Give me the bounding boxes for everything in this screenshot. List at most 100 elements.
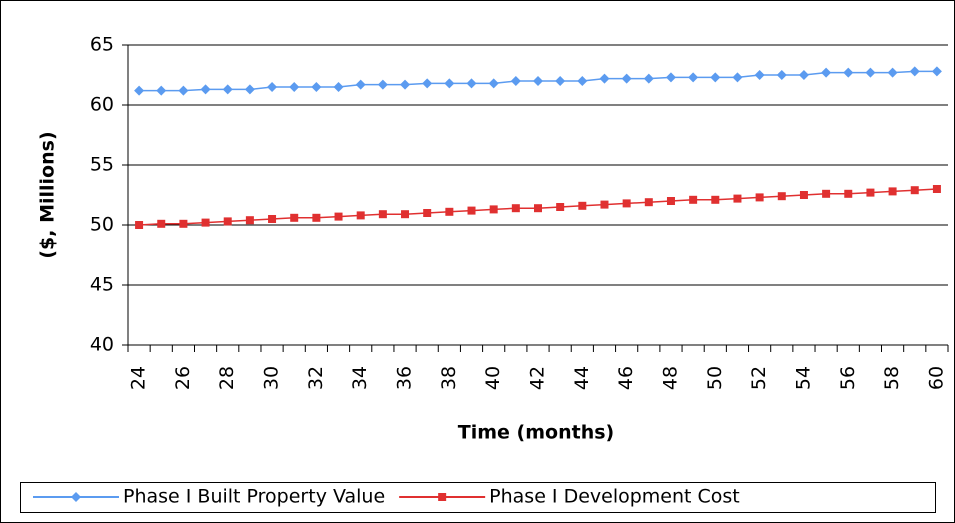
marker [578, 201, 587, 210]
marker [378, 210, 387, 219]
marker [710, 72, 721, 83]
y-tick-label: 50 [90, 214, 114, 236]
marker [200, 84, 211, 95]
marker [931, 66, 942, 77]
x-tick-label: 34 [349, 366, 371, 390]
marker [932, 185, 941, 193]
marker [178, 85, 189, 96]
marker [843, 67, 854, 78]
marker [534, 204, 542, 213]
marker [71, 492, 81, 502]
marker [333, 82, 344, 92]
marker [445, 207, 454, 216]
marker [822, 189, 831, 198]
marker [290, 213, 299, 222]
marker [510, 76, 521, 86]
marker [844, 189, 853, 198]
marker [754, 70, 765, 80]
marker [268, 215, 277, 223]
marker [511, 204, 520, 213]
marker [599, 73, 610, 84]
marker [223, 217, 232, 226]
marker [866, 188, 875, 197]
marker [245, 216, 254, 225]
marker [755, 193, 764, 202]
marker [400, 79, 411, 90]
marker [444, 78, 455, 89]
marker [622, 199, 631, 208]
marker [355, 79, 366, 90]
marker [423, 209, 432, 217]
legend-label: Phase I Built Property Value [123, 486, 385, 508]
marker [887, 67, 898, 78]
y-tick-label: 40 [90, 334, 114, 356]
marker [489, 205, 498, 214]
marker [688, 72, 699, 83]
marker [377, 79, 388, 90]
marker [556, 203, 565, 211]
marker [488, 78, 499, 89]
marker [466, 78, 477, 89]
x-tick-label: 40 [482, 366, 504, 390]
marker [222, 84, 233, 95]
y-tick-label: 55 [90, 154, 114, 176]
marker [267, 82, 278, 92]
marker [643, 73, 654, 84]
marker [776, 70, 787, 80]
marker [865, 67, 876, 78]
y-tick-label: 65 [90, 34, 114, 56]
x-tick-label: 36 [394, 366, 416, 390]
marker [777, 192, 786, 201]
x-axis-title: Time (months) [458, 422, 614, 444]
marker [356, 211, 365, 220]
marker [244, 84, 255, 95]
marker [289, 82, 300, 92]
marker [533, 76, 543, 86]
marker [798, 70, 809, 80]
marker [157, 219, 166, 228]
marker [888, 187, 897, 196]
marker [422, 78, 433, 89]
x-tick-label: 32 [305, 366, 327, 390]
marker [909, 66, 920, 77]
x-tick-label: 38 [438, 366, 460, 390]
marker [910, 186, 919, 195]
marker [711, 195, 720, 204]
x-tick-label: 44 [571, 366, 593, 390]
marker [201, 218, 210, 227]
marker [334, 212, 343, 221]
marker [733, 194, 742, 203]
y-tick-label: 60 [90, 94, 114, 116]
x-tick-label: 58 [881, 366, 903, 390]
marker [666, 197, 675, 205]
x-tick-label: 50 [704, 366, 726, 390]
marker [732, 72, 743, 83]
x-tick-label: 48 [659, 366, 681, 390]
marker [438, 493, 447, 501]
x-tick-label: 56 [837, 366, 859, 390]
marker [799, 191, 808, 199]
x-tick-label: 30 [261, 366, 283, 390]
legend-label: Phase I Development Cost [489, 486, 740, 508]
y-tick-label: 45 [90, 274, 114, 296]
x-tick-label: 52 [748, 366, 770, 390]
marker [821, 67, 832, 78]
marker [621, 73, 632, 84]
marker [311, 82, 322, 92]
marker [135, 221, 144, 229]
marker [312, 213, 321, 222]
x-tick-label: 54 [792, 366, 814, 390]
marker [555, 76, 566, 86]
marker [644, 198, 653, 207]
marker [577, 76, 588, 86]
marker [665, 72, 676, 83]
x-tick-label: 26 [172, 366, 194, 390]
y-axis-title: ($, Millions) [37, 131, 59, 258]
marker [600, 200, 609, 209]
marker [401, 210, 410, 219]
marker [179, 219, 188, 228]
marker [689, 195, 698, 204]
x-tick-label: 28 [216, 366, 238, 390]
